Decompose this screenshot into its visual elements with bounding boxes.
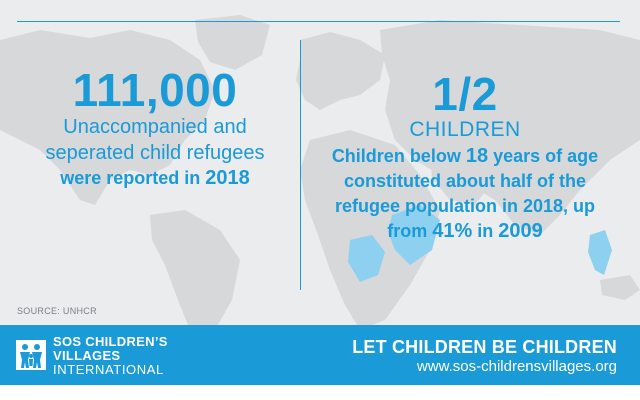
right-line-4: from 41% in 2009 — [315, 219, 615, 244]
map-africa — [300, 130, 440, 330]
left-line-1: Unaccompanied and — [63, 116, 247, 138]
map-south-america — [150, 210, 240, 330]
right-children-label: CHILDREN — [409, 118, 521, 141]
map-arabia — [430, 150, 490, 205]
right-line-4-a: from — [387, 221, 428, 241]
right-stat-panel: 1/2 CHILDREN Children below 18 years of … — [315, 70, 615, 244]
source-credit: SOURCE: UNHCR — [17, 306, 97, 316]
footer-bar: SOS CHILDREN’S VILLAGES INTERNATIONAL LE… — [0, 325, 640, 385]
map-islands — [600, 275, 640, 300]
org-name: SOS CHILDREN’S VILLAGES INTERNATIONAL — [53, 335, 168, 377]
map-highlight-region-3 — [588, 230, 612, 275]
map-highlight-region — [388, 205, 440, 265]
left-line-3: were reported in 2018 — [10, 166, 300, 191]
map-north-america — [0, 30, 215, 205]
left-line-2: seperated child refugees — [45, 142, 265, 164]
world-map-background — [0, 15, 640, 330]
map-highlight-region-2 — [348, 235, 385, 282]
right-line-1-b: years of age — [493, 146, 599, 166]
right-line-1-num: 18 — [465, 145, 489, 167]
bottom-strip — [0, 385, 640, 400]
right-line-3: refugee population in 2018, up — [334, 196, 596, 216]
right-line-4-year: 2009 — [498, 220, 543, 242]
left-line-3-text: were reported in — [60, 168, 201, 188]
right-big-stat: 1/2 — [432, 68, 498, 120]
left-line-3-year: 2018 — [205, 167, 250, 189]
top-divider — [17, 21, 620, 22]
org-name-line-3: INTERNATIONAL — [53, 362, 164, 377]
right-line-1: Children below 18 years of age — [315, 144, 615, 169]
footer-tagline: LET CHILDREN BE CHILDREN — [352, 337, 617, 357]
center-divider — [300, 40, 301, 290]
left-stat-panel: 111,000 Unaccompanied and seperated chil… — [10, 66, 300, 191]
right-line-2: constituted about half of the — [344, 171, 586, 191]
footer-url-link[interactable]: www.sos-childrensvillages.org — [416, 358, 617, 375]
left-big-stat: 111,000 — [72, 64, 238, 116]
footer-tagline-block: LET CHILDREN BE CHILDREN www.sos-childre… — [352, 337, 617, 377]
map-greenland — [195, 15, 270, 70]
map-europe — [296, 32, 385, 110]
org-name-line-2: VILLAGES — [53, 348, 121, 363]
right-line-4-b: in — [477, 221, 494, 241]
org-name-line-1: SOS CHILDREN’S — [53, 334, 168, 349]
right-line-4-pct: 41% — [432, 220, 473, 242]
map-asia — [380, 20, 640, 235]
sos-children-figures-logo-icon — [16, 340, 46, 370]
right-line-1-a: Children below — [331, 146, 461, 166]
